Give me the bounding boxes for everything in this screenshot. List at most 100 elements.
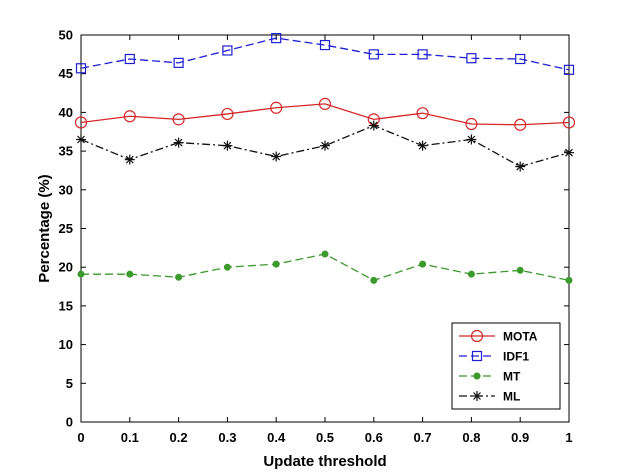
data-point-idf1	[75, 63, 87, 74]
asterisk-stroke	[77, 135, 85, 144]
x-tick-label: 0.5	[316, 430, 334, 445]
asterisk-stroke	[272, 152, 281, 161]
data-point-mt	[126, 270, 134, 278]
data-point-idf1	[124, 53, 135, 65]
data-point-mota	[318, 97, 332, 110]
y-tick-label: 25	[59, 221, 73, 236]
data-point-idf1	[319, 39, 331, 51]
y-axis-title: Percentage (%)	[36, 174, 53, 282]
y-tick-label: 5	[66, 376, 73, 391]
series-idf1	[75, 32, 575, 75]
y-tick-label: 35	[59, 144, 73, 159]
y-tick-label: 0	[66, 415, 73, 430]
y-tick-label: 45	[59, 66, 73, 81]
legend-marker	[472, 391, 482, 401]
y-tick-label: 50	[59, 28, 73, 43]
x-tick-label: 0.2	[170, 430, 188, 445]
series-line-mota	[80, 103, 570, 126]
data-point-mt	[175, 273, 183, 281]
y-tick-label: 40	[59, 105, 73, 120]
data-point-mt	[77, 270, 85, 278]
data-point-idf1	[222, 45, 233, 56]
legend-item-mt: MT	[459, 370, 521, 384]
data-point-mt	[419, 260, 427, 268]
data-point-mt	[565, 276, 573, 284]
data-point-ml	[515, 161, 526, 172]
data-point-mt	[370, 276, 378, 284]
y-tick-label: 15	[59, 298, 73, 313]
legend-label: IDF1	[503, 350, 529, 364]
data-point-ml	[564, 147, 574, 158]
data-point-idf1	[271, 32, 282, 44]
y-axis-ticks: 0 5 10 15 20 25 30 35 40 45 50	[59, 28, 569, 430]
data-point-mota	[221, 107, 234, 121]
data-point-idf1	[173, 57, 184, 68]
x-tick-label: 0.4	[267, 430, 286, 445]
data-point-mt	[467, 270, 475, 278]
data-point-ml	[124, 154, 135, 165]
x-tick-label: 0.9	[511, 430, 529, 445]
legend-marker	[471, 350, 483, 362]
asterisk-stroke	[174, 138, 183, 147]
legend-item-idf1: IDF1	[459, 350, 529, 364]
y-tick-label: 10	[59, 337, 73, 352]
x-axis-title: Update threshold	[263, 453, 386, 470]
data-point-ml	[417, 140, 428, 151]
data-point-mota	[123, 110, 136, 123]
data-point-ml	[320, 140, 330, 151]
data-point-ml	[368, 120, 379, 131]
data-point-mota	[74, 116, 88, 129]
legend-label: MOTA	[503, 330, 538, 344]
data-point-mota	[172, 113, 185, 126]
y-tick-label: 20	[59, 260, 73, 275]
series-line-ml	[80, 124, 570, 168]
series-line-idf1	[80, 37, 570, 71]
legend-label: ML	[503, 390, 520, 404]
legend: MOTA IDF1 MT ML	[451, 322, 561, 410]
data-point-mota	[465, 117, 478, 131]
legend-item-mota: MOTA	[459, 330, 538, 344]
legend-label: MT	[503, 370, 521, 384]
data-point-idf1	[515, 53, 526, 65]
asterisk-stroke	[418, 141, 427, 150]
data-point-idf1	[368, 49, 379, 60]
legend-marker	[473, 372, 481, 380]
data-point-idf1	[563, 64, 575, 75]
data-point-ml	[222, 140, 233, 151]
data-point-mt	[272, 260, 280, 268]
legend-box	[451, 322, 561, 410]
legend-marker	[470, 329, 484, 343]
series-layer	[74, 32, 576, 284]
asterisk-stroke	[223, 141, 232, 150]
data-point-mt	[516, 266, 524, 274]
x-tick-label: 1	[565, 430, 572, 445]
x-axis-ticks: 0 0.1 0.2 0.3 0.4 0.5 0.6 0.7 0.8 0.9 1	[77, 35, 573, 445]
asterisk-stroke	[473, 392, 481, 400]
data-point-ml	[271, 151, 282, 162]
series-mota	[74, 97, 576, 131]
data-point-ml	[173, 137, 184, 148]
x-tick-label: 0	[77, 430, 84, 445]
data-point-ml	[466, 134, 477, 145]
data-point-mota	[416, 107, 429, 120]
data-point-ml	[76, 134, 86, 145]
data-point-mota	[270, 101, 283, 114]
data-point-mota	[562, 116, 576, 129]
x-tick-label: 0.7	[414, 430, 432, 445]
x-tick-label: 0.6	[365, 430, 383, 445]
data-point-mota	[514, 118, 527, 131]
data-point-mt	[321, 250, 329, 258]
y-tick-label: 30	[59, 182, 73, 197]
legend-item-ml: ML	[459, 390, 520, 404]
series-ml	[76, 120, 574, 172]
asterisk-stroke	[467, 135, 476, 144]
x-tick-label: 0.8	[462, 430, 480, 445]
series-mt	[77, 250, 573, 284]
data-point-mt	[223, 263, 231, 271]
data-point-idf1	[417, 49, 428, 60]
asterisk-stroke	[516, 162, 525, 171]
asterisk-stroke	[125, 155, 134, 164]
asterisk-stroke	[369, 121, 378, 130]
x-tick-label: 0.3	[218, 430, 236, 445]
